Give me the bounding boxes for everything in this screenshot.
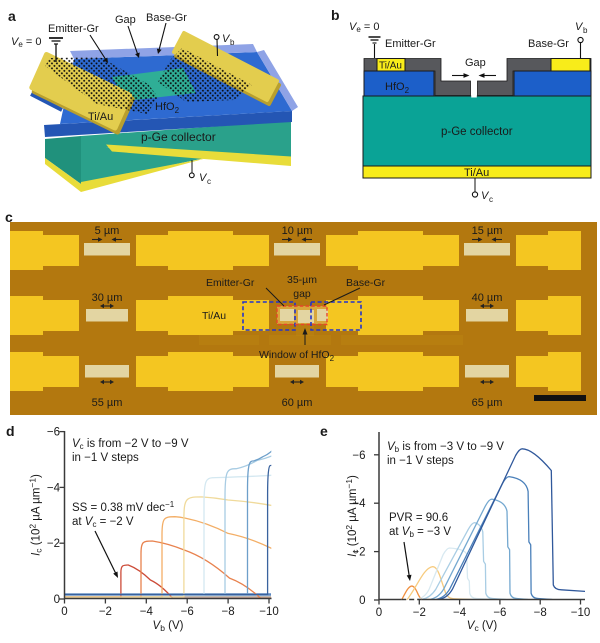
svg-text:−2: −2 <box>352 547 365 559</box>
svg-text:gap: gap <box>293 288 311 300</box>
svg-text:p-Ge collector: p-Ge collector <box>141 130 216 144</box>
svg-text:c: c <box>5 209 13 225</box>
svg-text:Ti/Au: Ti/Au <box>464 167 489 179</box>
svg-text:Base-Gr: Base-Gr <box>346 277 386 289</box>
svg-text:Ic (102 µA µm−1): Ic (102 µA µm−1) <box>344 475 360 557</box>
svg-text:30 µm: 30 µm <box>92 292 123 304</box>
svg-text:p-Ge collector: p-Ge collector <box>441 126 513 138</box>
svg-text:Gap: Gap <box>465 57 486 69</box>
svg-text:−2: −2 <box>99 606 112 618</box>
svg-text:Ic (102 µA µm−1): Ic (102 µA µm−1) <box>28 474 44 556</box>
svg-text:15 µm: 15 µm <box>472 225 503 237</box>
svg-text:5 µm: 5 µm <box>95 225 120 237</box>
svg-text:Base-Gr: Base-Gr <box>146 12 187 24</box>
svg-text:V: V <box>575 21 584 33</box>
svg-text:at Vb = −3 V: at Vb = −3 V <box>389 526 451 539</box>
svg-text:−6: −6 <box>47 427 60 439</box>
svg-text:60 µm: 60 µm <box>282 397 313 409</box>
svg-text:−4: −4 <box>140 606 154 618</box>
svg-text:in −1 V steps: in −1 V steps <box>387 455 454 467</box>
svg-text:Ti/Au: Ti/Au <box>88 111 113 123</box>
svg-text:Emitter-Gr: Emitter-Gr <box>206 277 255 289</box>
svg-text:−4: −4 <box>352 498 366 510</box>
svg-text:0: 0 <box>54 594 60 606</box>
svg-text:−8: −8 <box>222 606 235 618</box>
svg-text:−8: −8 <box>534 607 547 619</box>
svg-text:PVR = 90.6: PVR = 90.6 <box>389 512 448 524</box>
svg-text:Base-Gr: Base-Gr <box>528 38 569 50</box>
svg-text:Ve = 0: Ve = 0 <box>349 21 379 34</box>
svg-text:−6: −6 <box>181 606 194 618</box>
svg-text:−10: −10 <box>571 607 591 619</box>
svg-text:b: b <box>583 26 588 35</box>
svg-text:e: e <box>320 423 328 439</box>
svg-text:HfO2: HfO2 <box>155 101 180 115</box>
svg-text:0: 0 <box>359 595 365 607</box>
svg-text:V: V <box>481 190 490 202</box>
svg-text:55 µm: 55 µm <box>92 397 123 409</box>
svg-text:Emitter-Gr: Emitter-Gr <box>48 23 99 35</box>
svg-text:−2: −2 <box>413 607 426 619</box>
svg-text:V: V <box>222 33 231 45</box>
svg-text:Ve = 0: Ve = 0 <box>11 36 41 49</box>
svg-text:−2: −2 <box>47 538 60 550</box>
svg-text:V: V <box>199 172 208 184</box>
svg-text:SS = 0.38 mV dec−1: SS = 0.38 mV dec−1 <box>72 500 175 514</box>
svg-text:Gap: Gap <box>115 14 136 26</box>
svg-text:−4: −4 <box>47 482 61 494</box>
svg-text:d: d <box>6 423 15 439</box>
svg-text:Ti/Au: Ti/Au <box>379 61 402 72</box>
svg-text:Vc (V): Vc (V) <box>467 620 498 633</box>
svg-text:−6: −6 <box>493 607 506 619</box>
svg-text:Emitter-Gr: Emitter-Gr <box>385 38 436 50</box>
svg-text:−10: −10 <box>259 606 279 618</box>
svg-text:HfO2: HfO2 <box>385 81 410 95</box>
svg-text:35-µm: 35-µm <box>287 274 317 286</box>
svg-text:Ti/Au: Ti/Au <box>202 310 226 322</box>
svg-text:0: 0 <box>376 607 382 619</box>
svg-text:40 µm: 40 µm <box>472 292 503 304</box>
svg-text:Vc is from −2 V to −9 V: Vc is from −2 V to −9 V <box>72 438 189 451</box>
svg-text:at Vc = −2 V: at Vc = −2 V <box>72 516 134 529</box>
svg-text:c: c <box>207 177 211 186</box>
svg-text:b: b <box>230 38 235 47</box>
svg-text:10 µm: 10 µm <box>282 225 313 237</box>
svg-text:b: b <box>331 7 340 23</box>
svg-text:c: c <box>489 195 493 204</box>
svg-text:a: a <box>8 8 16 24</box>
svg-text:−4: −4 <box>453 607 467 619</box>
svg-text:0: 0 <box>61 606 67 618</box>
svg-text:Vb is from −3 V to −9 V: Vb is from −3 V to −9 V <box>387 441 504 454</box>
svg-text:65 µm: 65 µm <box>472 397 503 409</box>
svg-text:Vb (V): Vb (V) <box>153 620 184 633</box>
svg-text:Window of HfO2: Window of HfO2 <box>259 349 335 363</box>
svg-text:in −1 V steps: in −1 V steps <box>72 452 139 464</box>
svg-text:−6: −6 <box>352 450 365 462</box>
